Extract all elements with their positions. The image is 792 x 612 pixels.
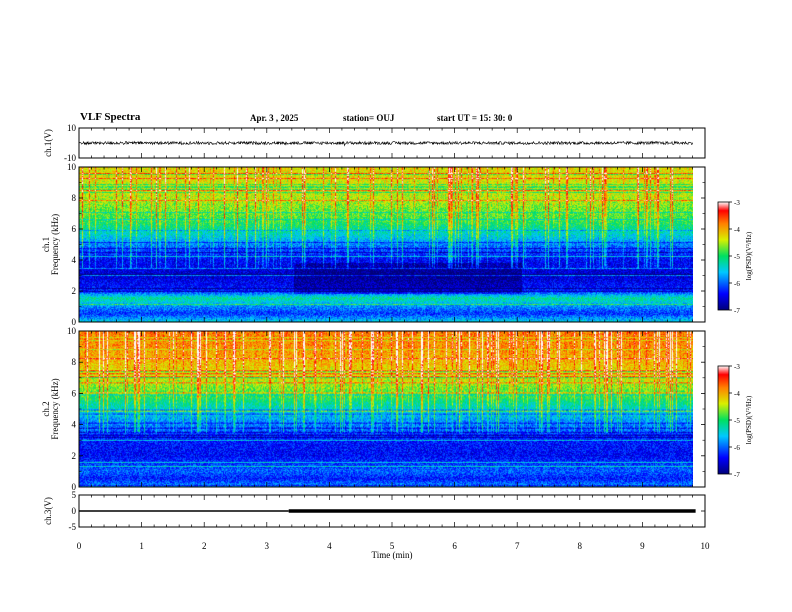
station-label: station= OUJ <box>343 113 395 123</box>
y-tick-label: 0 <box>72 482 77 492</box>
colorbar-ch2 <box>717 365 730 475</box>
y-tick-label: 0 <box>72 317 77 327</box>
y-tick-label: 10 <box>67 326 77 336</box>
colorbar-tick-label: -6 <box>734 444 740 452</box>
colorbar-tick-label: -5 <box>734 417 740 425</box>
x-axis-label: Time (min) <box>372 550 413 560</box>
x-tick-label: 6 <box>452 541 457 551</box>
y-tick-label: 2 <box>72 451 77 461</box>
y-tick-label: 6 <box>72 388 77 398</box>
colorbar-label: log(PSD)(V²/Hz) <box>745 231 753 280</box>
x-tick-label: 1 <box>139 541 144 551</box>
spectrogram-ch2 <box>79 331 693 487</box>
colorbar-tick-label: -4 <box>734 226 740 234</box>
colorbar-tick-label: -3 <box>734 199 740 207</box>
x-tick-label: 10 <box>701 541 711 551</box>
y-tick-label: 0 <box>72 506 77 516</box>
y-tick-label: 8 <box>72 357 77 367</box>
x-tick-label: 8 <box>578 541 583 551</box>
x-tick-label: 5 <box>390 541 395 551</box>
start-ut-label: start UT = 15: 30: 0 <box>437 113 513 123</box>
y-tick-label: -5 <box>69 522 77 532</box>
colorbar-tick-label: -7 <box>734 307 740 315</box>
y-axis-label: Frequency (kHz) <box>50 214 60 275</box>
y-tick-label: 4 <box>72 255 77 265</box>
x-tick-label: 7 <box>515 541 520 551</box>
date-label: Apr. 3 , 2025 <box>250 113 299 123</box>
y-tick-label: 4 <box>72 420 77 430</box>
colorbar-tick-label: -6 <box>734 280 740 288</box>
colorbar-label: log(PSD)(V²/Hz) <box>745 395 753 444</box>
y-axis-label: ch.3(V) <box>43 497 53 525</box>
y-tick-label: -10 <box>64 153 76 163</box>
y-axis-label: Frequency (kHz) <box>50 378 60 439</box>
colorbar-tick-label: -5 <box>734 253 740 261</box>
chart-title: VLF Spectra <box>80 111 141 123</box>
colorbar-tick-label: -3 <box>734 363 740 371</box>
y-tick-label: 6 <box>72 224 77 234</box>
colorbar-tick-label: -7 <box>734 471 740 479</box>
x-tick-label: 3 <box>265 541 270 551</box>
x-tick-label: 0 <box>77 541 82 551</box>
colorbar-ch1 <box>717 201 730 311</box>
y-tick-label: 8 <box>72 193 77 203</box>
y-axis-label: ch.1 <box>41 237 51 252</box>
y-tick-label: 10 <box>67 123 77 133</box>
y-tick-label: 5 <box>72 490 77 500</box>
y-axis-label: ch.2 <box>41 401 51 416</box>
x-tick-label: 4 <box>327 541 332 551</box>
y-axis-label: ch.1(V) <box>43 129 53 157</box>
x-tick-label: 9 <box>640 541 645 551</box>
y-tick-label: 2 <box>72 286 77 296</box>
spectrogram-ch1 <box>79 167 693 322</box>
ch1-waveform-trace <box>78 140 694 147</box>
colorbar-tick-label: -4 <box>734 390 740 398</box>
y-tick-label: 10 <box>67 162 77 172</box>
x-tick-label: 2 <box>202 541 207 551</box>
